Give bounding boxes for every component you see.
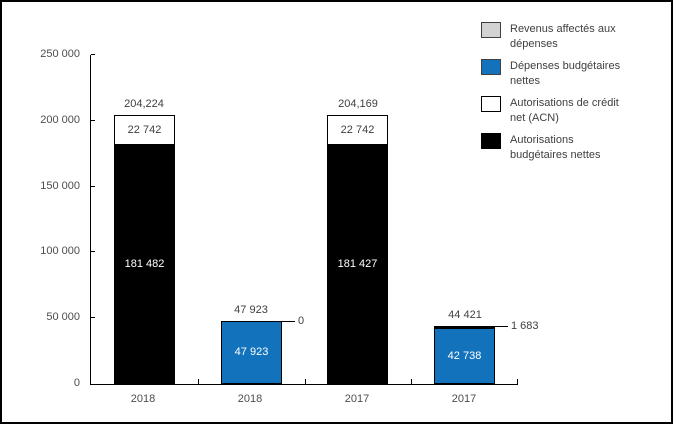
legend-label: Revenus affectés aux dépenses	[510, 23, 616, 50]
x-tick	[305, 379, 306, 384]
x-tick	[411, 379, 412, 384]
legend-item: Autorisations budgétaires nettes	[481, 133, 660, 163]
legend-swatch-gray	[481, 22, 501, 38]
x-axis-label: 2018	[130, 393, 156, 405]
legend-item: Revenus affectés aux dépenses	[481, 22, 660, 52]
x-axis-label: 2017	[344, 393, 370, 405]
bar-segment-label: 22 742	[340, 124, 375, 136]
bar-segment-label: 47 923	[234, 346, 269, 358]
plot-area: 181 482 22 742 204,224 47 923 47 923 0 181 427…	[90, 54, 539, 385]
legend-label: Autorisations budgétaires nettes	[510, 134, 601, 161]
x-tick	[198, 379, 199, 384]
y-tick	[91, 317, 95, 318]
x-axis-label: 2018	[237, 393, 263, 405]
bar-total-label: 204,169	[338, 98, 378, 110]
y-axis-label: 50 000	[46, 311, 80, 324]
y-axis-label: 200 000	[40, 113, 80, 126]
x-tick	[517, 379, 518, 384]
legend: Revenus affectés aux dépenses Dépenses bu…	[481, 22, 660, 170]
legend-item: Dépenses budgétaires nettes	[481, 59, 660, 89]
bar-segment-label: 22 742	[127, 124, 162, 136]
y-axis-label: 0	[73, 377, 80, 389]
callout-line	[495, 326, 508, 327]
bar-segment	[327, 115, 388, 145]
y-tick	[91, 54, 95, 55]
y-tick	[91, 251, 95, 252]
bar-segment-label: 42 738	[447, 350, 482, 362]
bar-segment-label: 181 482	[124, 258, 165, 270]
y-axis-label: 100 000	[40, 245, 80, 258]
bar-segment	[221, 321, 282, 384]
bar-total-label: 204,224	[124, 98, 164, 110]
y-axis-label: 150 000	[40, 179, 80, 192]
bar-segment	[327, 145, 388, 384]
callout-line	[282, 321, 295, 322]
y-tick	[91, 120, 95, 121]
bar-segment	[434, 328, 495, 384]
legend-swatch-white	[481, 96, 501, 112]
bar-segment-label: 181 427	[337, 258, 378, 270]
y-tick	[91, 186, 95, 187]
legend-swatch-blue	[481, 59, 501, 75]
bar-segment	[114, 145, 175, 384]
legend-item: Autorisations de crédit net (ACN)	[481, 96, 660, 126]
bar-total-label: 47 923	[234, 304, 268, 316]
callout-label: 0	[298, 315, 305, 327]
bar-segment	[114, 115, 175, 145]
bar-total-label: 44 421	[448, 309, 482, 321]
legend-label: Dépenses budgétaires nettes	[510, 60, 621, 87]
callout-label: 1 683	[511, 320, 539, 332]
x-axis-label: 2017	[451, 393, 477, 405]
legend-label: Autorisations de crédit net (ACN)	[510, 97, 619, 124]
legend-swatch-black	[481, 133, 501, 149]
y-axis-label: 250 000	[40, 48, 80, 60]
bar-segment	[434, 326, 495, 328]
